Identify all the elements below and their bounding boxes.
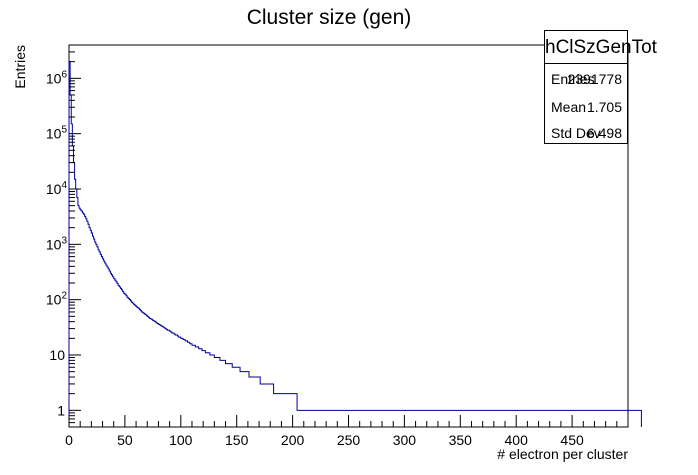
y-axis: 1 10 102 103 104 105 106	[46, 44, 81, 428]
histogram-series	[68, 61, 642, 427]
y-tick-label: 102	[46, 291, 68, 308]
stats-mean-value: 1.705	[586, 99, 622, 115]
y-tick-label: 103	[46, 235, 68, 252]
x-tick-label: 150	[225, 432, 249, 448]
stats-std-value: 6.498	[586, 125, 622, 141]
y-tick-label: 106	[46, 69, 68, 86]
y-tick-label: 104	[46, 180, 68, 197]
stats-entries-value: 2391778	[567, 71, 622, 87]
stats-std-label: Std Dev	[551, 125, 601, 141]
x-tick-label: 100	[169, 432, 193, 448]
x-tick-label: 300	[393, 432, 417, 448]
stats-row-mean: Mean 1.705	[551, 97, 622, 117]
x-tick-label: 450	[560, 432, 584, 448]
x-tick-label: 0	[65, 432, 73, 448]
stats-entries-label: Entries	[551, 71, 595, 87]
series-0-hClSzGenTot	[68, 61, 642, 427]
y-tick-label: 1	[57, 402, 65, 418]
stats-title: hClSzGenTot	[545, 31, 657, 64]
x-tick-label: 50	[117, 432, 133, 448]
x-axis-label: # electron per cluster	[497, 446, 628, 462]
y-tick-label: 10	[49, 347, 65, 363]
x-tick-label: 350	[449, 432, 473, 448]
chart-title: Cluster size (gen)	[247, 6, 412, 29]
x-tick-label: 400	[505, 432, 529, 448]
x-tick-label: 200	[281, 432, 305, 448]
stats-mean-label: Mean	[551, 99, 587, 115]
y-axis-label: Entries	[12, 45, 28, 89]
x-tick-label: 250	[337, 432, 361, 448]
x-axis: 0 50 100 150 200 250 300 350 400 450	[65, 415, 629, 448]
y-tick-label: 105	[46, 125, 68, 142]
stats-box: hClSzGenTot Entries 2391778 Mean 1.705 S…	[544, 30, 657, 144]
stats-row-entries: Entries 2391778	[551, 69, 622, 89]
stats-row-stddev: Std Dev 6.498	[551, 123, 622, 143]
